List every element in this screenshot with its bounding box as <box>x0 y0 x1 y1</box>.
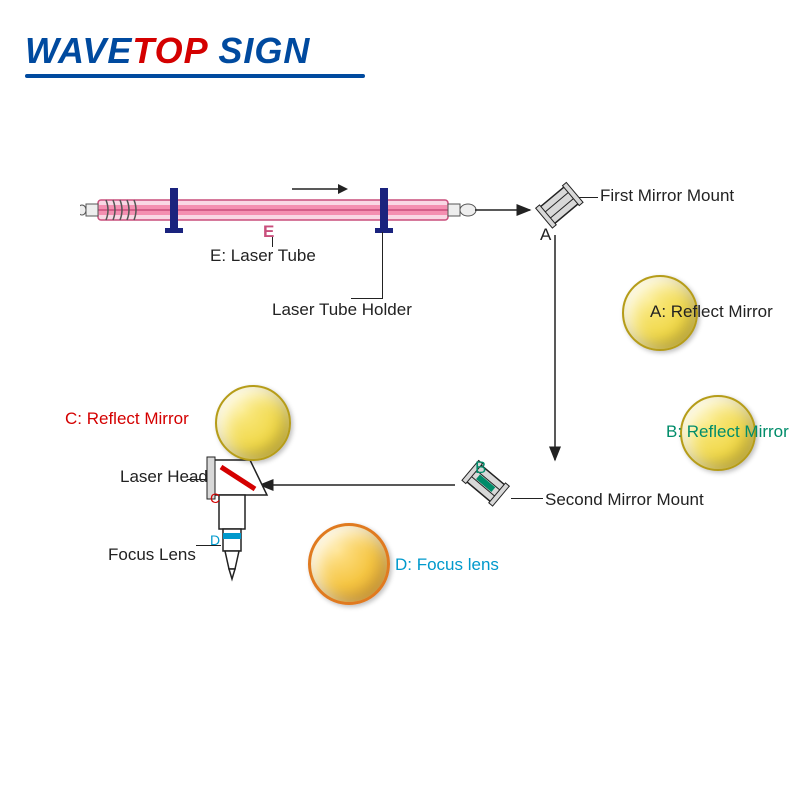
node-letter-a: A <box>540 225 551 245</box>
label-head: Laser Head <box>120 467 208 487</box>
node-letter-c: C <box>210 490 220 506</box>
mirror-c-icon <box>215 385 291 461</box>
leader-second-mount <box>511 498 543 499</box>
label-second-mount: Second Mirror Mount <box>545 490 704 510</box>
leader-first-mount <box>579 197 598 198</box>
lens-d-icon <box>308 523 390 605</box>
leader-holder-h <box>351 298 383 299</box>
label-holder: Laser Tube Holder <box>272 300 412 320</box>
label-first-mount: First Mirror Mount <box>600 186 734 206</box>
label-b: B: Reflect Mirror <box>666 422 789 442</box>
node-letter-b: B <box>475 458 486 478</box>
leader-focus <box>196 545 221 546</box>
beam-path <box>0 0 800 800</box>
leader-holder-v <box>382 232 383 298</box>
label-tube: E: Laser Tube <box>210 246 316 266</box>
label-a: A: Reflect Mirror <box>650 302 773 322</box>
label-d: D: Focus lens <box>395 555 499 575</box>
label-c: C: Reflect Mirror <box>65 409 189 429</box>
first-mirror-mount <box>530 180 590 235</box>
label-focus: Focus Lens <box>108 545 196 565</box>
